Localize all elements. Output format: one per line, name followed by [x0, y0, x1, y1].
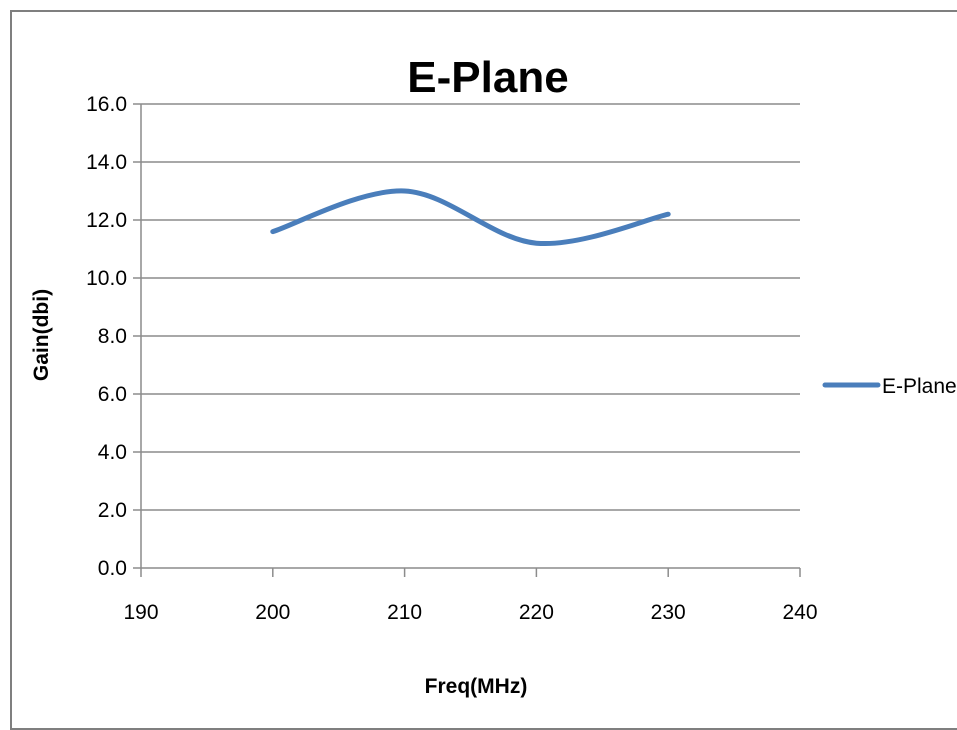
- y-tick-label-1: 2.0: [98, 499, 127, 522]
- legend-label-e-plane: E-Plane: [882, 375, 957, 398]
- x-tick-label-0: 190: [123, 601, 158, 624]
- x-tick-labels: 190 200 210 220 230 240: [123, 601, 817, 624]
- y-tick-label-8: 16.0: [86, 93, 127, 116]
- y-tick-label-6: 12.0: [86, 209, 127, 232]
- x-tick-label-3: 220: [519, 601, 554, 624]
- legend: E-Plane: [825, 375, 957, 398]
- y-axis-label: Gain(dbi): [30, 289, 53, 381]
- y-tick-labels: 0.0 2.0 4.0 6.0 8.0 10.0 12.0 14.0 16.0: [86, 93, 127, 580]
- x-axis-label: Freq(MHz): [425, 675, 528, 698]
- y-tick-label-7: 14.0: [86, 151, 127, 174]
- y-tick-label-3: 6.0: [98, 383, 127, 406]
- x-tick-label-5: 240: [782, 601, 817, 624]
- y-tick-label-4: 8.0: [98, 325, 127, 348]
- grid-lines: [133, 104, 800, 568]
- series-line-e-plane: [273, 191, 668, 244]
- x-axis: [141, 568, 800, 577]
- y-tick-label-5: 10.0: [86, 267, 127, 290]
- y-tick-label-0: 0.0: [98, 557, 127, 580]
- x-tick-label-4: 230: [651, 601, 686, 624]
- y-tick-label-2: 4.0: [98, 441, 127, 464]
- series-group: [273, 191, 669, 244]
- x-tick-label-2: 210: [387, 601, 422, 624]
- chart-title: E-Plane: [407, 53, 568, 102]
- x-tick-label-1: 200: [255, 601, 290, 624]
